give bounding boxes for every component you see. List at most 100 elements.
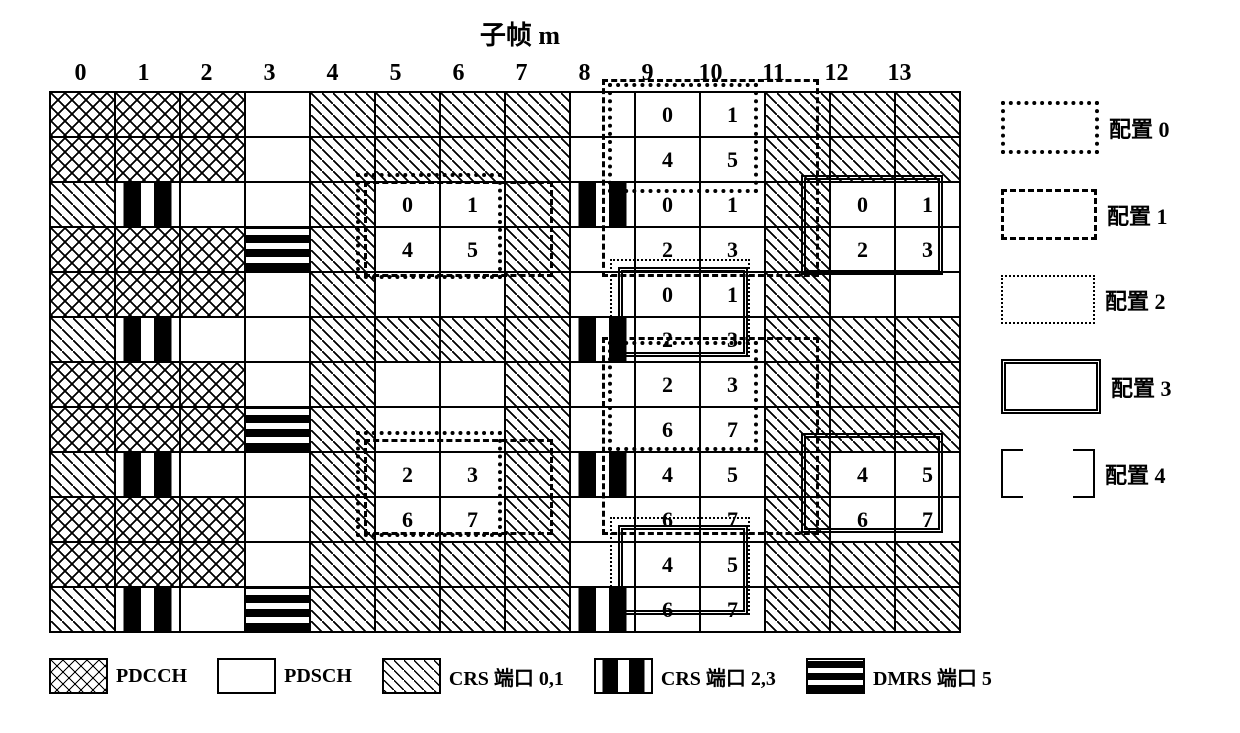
cell: 3 [700, 362, 765, 407]
cell [310, 137, 375, 182]
cell [310, 587, 375, 632]
cell [310, 542, 375, 587]
cell: 5 [700, 542, 765, 587]
cell [245, 227, 310, 272]
cell [50, 362, 115, 407]
cell [115, 587, 180, 632]
col-header: 3 [238, 60, 301, 87]
cell: 4 [635, 137, 700, 182]
cell: 4 [635, 542, 700, 587]
col-header: 13 [868, 60, 931, 87]
cell [310, 182, 375, 227]
cell [115, 407, 180, 452]
legend-label: 配置 4 [1105, 458, 1166, 490]
cell [830, 362, 895, 407]
cell [310, 227, 375, 272]
cell [895, 362, 960, 407]
cell [570, 362, 635, 407]
cell [50, 272, 115, 317]
cell [765, 137, 830, 182]
cell [50, 587, 115, 632]
cell: 1 [895, 182, 960, 227]
cell [765, 587, 830, 632]
cell [505, 317, 570, 362]
cell [440, 137, 505, 182]
cell: 3 [700, 317, 765, 362]
col-header: 1 [112, 60, 175, 87]
cell [830, 272, 895, 317]
col-header: 9 [616, 60, 679, 87]
legend-swatch [217, 658, 276, 694]
cell [570, 317, 635, 362]
legend-item: CRS 端口 0,1 [382, 658, 564, 694]
cell [895, 407, 960, 452]
cell: 3 [700, 227, 765, 272]
cell [765, 317, 830, 362]
cell: 5 [895, 452, 960, 497]
cell [375, 542, 440, 587]
cell [115, 317, 180, 362]
cell: 3 [895, 227, 960, 272]
cell [375, 272, 440, 317]
cell: 1 [700, 92, 765, 137]
cell [115, 137, 180, 182]
cell [440, 272, 505, 317]
cell: 4 [830, 452, 895, 497]
cell [765, 92, 830, 137]
col-header: 7 [490, 60, 553, 87]
cell [505, 452, 570, 497]
legend-label: CRS 端口 2,3 [661, 662, 776, 691]
cell [310, 497, 375, 542]
cell: 6 [635, 497, 700, 542]
cell [180, 182, 245, 227]
cell [180, 497, 245, 542]
grid-container: 0145010101452323012323672345456767674567 [49, 91, 961, 633]
cell [570, 92, 635, 137]
cell [115, 182, 180, 227]
cell [765, 497, 830, 542]
cell [505, 272, 570, 317]
cell: 2 [375, 452, 440, 497]
cell: 2 [635, 362, 700, 407]
cell [765, 542, 830, 587]
legend-label: 配置 3 [1111, 371, 1172, 403]
cell [50, 227, 115, 272]
cell [375, 92, 440, 137]
cell [245, 92, 310, 137]
cell [570, 137, 635, 182]
legend-item: 配置 2 [1001, 275, 1172, 324]
cell [245, 542, 310, 587]
cell [375, 362, 440, 407]
cell [310, 407, 375, 452]
cell [570, 542, 635, 587]
cell [765, 407, 830, 452]
cell [50, 452, 115, 497]
legend-item: DMRS 端口 5 [806, 658, 992, 694]
cell [830, 92, 895, 137]
col-header: 8 [553, 60, 616, 87]
cell [180, 227, 245, 272]
legend-swatch [1001, 359, 1101, 414]
cell [570, 407, 635, 452]
cell [115, 362, 180, 407]
cell [375, 407, 440, 452]
cell: 5 [440, 227, 505, 272]
fill-legend: PDCCHPDSCHCRS 端口 0,1CRS 端口 2,3DMRS 端口 5 [49, 658, 1225, 694]
cell [765, 452, 830, 497]
cell: 3 [440, 452, 505, 497]
cell [505, 227, 570, 272]
cell [245, 452, 310, 497]
cell [505, 542, 570, 587]
cell [115, 227, 180, 272]
cell [180, 92, 245, 137]
col-header: 2 [175, 60, 238, 87]
cell [180, 137, 245, 182]
cell [375, 137, 440, 182]
cell [895, 92, 960, 137]
col-header: 0 [49, 60, 112, 87]
cell: 6 [375, 497, 440, 542]
legend-item: 配置 0 [1001, 101, 1172, 154]
cell [50, 497, 115, 542]
legend-label: 配置 1 [1107, 199, 1168, 231]
cell [440, 317, 505, 362]
